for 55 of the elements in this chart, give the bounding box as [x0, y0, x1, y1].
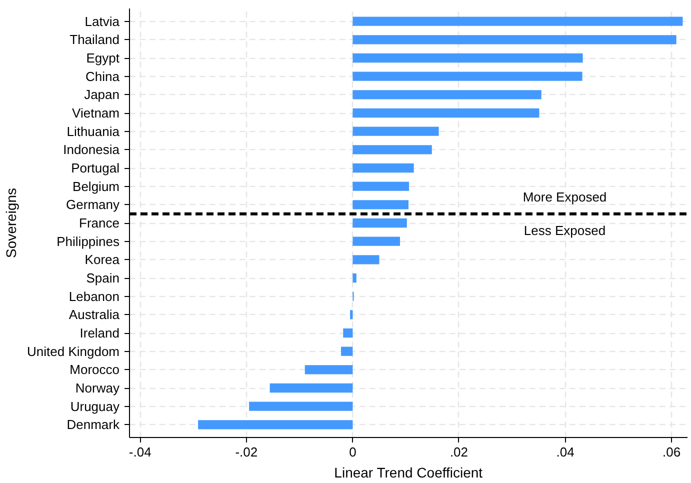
y-tick-label: Thailand	[70, 32, 120, 48]
y-tick-label: Morocco	[70, 362, 120, 378]
y-tick-label: Vietnam	[72, 106, 120, 120]
x-tick-label: 0	[349, 444, 356, 460]
y-tick-label: Germany	[66, 197, 120, 212]
y-tick-label: Spain	[86, 270, 120, 286]
bar	[352, 218, 407, 228]
x-tick-label: .02	[450, 444, 468, 460]
bar	[352, 108, 540, 118]
bar	[270, 383, 353, 393]
bar	[352, 145, 432, 154]
bar	[352, 53, 583, 63]
bar	[352, 236, 400, 246]
x-tick-label: .06	[662, 444, 681, 460]
bar	[352, 273, 356, 283]
bar	[352, 90, 542, 100]
y-tick-label: Denmark	[66, 417, 120, 432]
y-tick-label: Norway	[75, 380, 120, 396]
bar	[343, 328, 353, 338]
bar	[341, 346, 353, 356]
y-tick-label: France	[79, 216, 120, 230]
y-tick-label: Australia	[68, 307, 120, 322]
y-tick-label: Latvia	[84, 14, 120, 29]
x-axis-title: Linear Trend Coefficient	[334, 464, 483, 480]
y-tick-label: Portugal	[71, 160, 120, 176]
y-tick-label: Lebanon	[68, 288, 120, 304]
annotation: More Exposed	[522, 190, 607, 205]
bar	[352, 35, 676, 44]
y-tick-label: Ireland	[80, 326, 120, 340]
y-tick-label: Belgium	[72, 178, 120, 194]
y-tick-label: United Kingdom	[27, 344, 120, 359]
annotation: Less Exposed	[524, 223, 606, 238]
bar	[352, 200, 408, 210]
bar	[304, 365, 353, 374]
x-tick-label: .04	[556, 444, 574, 460]
x-tick-label: -.04	[128, 444, 152, 460]
bar	[350, 310, 353, 320]
bar	[352, 16, 683, 26]
bar	[352, 163, 414, 173]
bar	[352, 126, 439, 136]
y-tick-label: Japan	[84, 87, 120, 102]
x-tick-label: -.02	[235, 444, 258, 460]
y-tick-label: Philippines	[56, 234, 120, 249]
y-tick-label: Uruguay	[70, 398, 120, 414]
bar	[352, 72, 582, 81]
bar	[198, 420, 353, 430]
y-tick-label: Lithuania	[66, 124, 120, 139]
bar	[352, 182, 410, 191]
y-tick-label: Egypt	[86, 50, 120, 66]
y-tick-label: Indonesia	[63, 142, 120, 158]
bar	[249, 402, 353, 411]
y-tick-label: China	[86, 68, 120, 84]
bar	[352, 255, 380, 264]
y-tick-label: Korea	[84, 252, 120, 268]
y-axis-title: Sovereigns	[3, 188, 19, 258]
